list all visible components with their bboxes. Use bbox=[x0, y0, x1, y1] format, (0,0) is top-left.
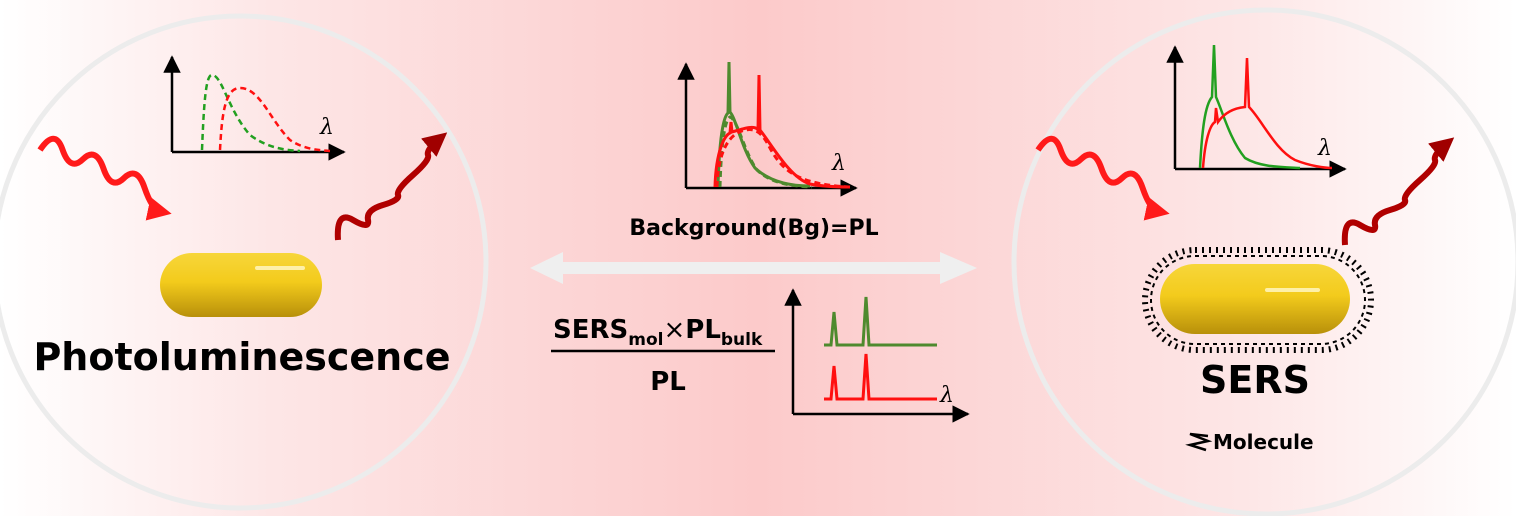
green-pl-curve bbox=[200, 73, 301, 153]
green-sers-curve bbox=[1198, 44, 1301, 170]
normalized-sers-plot: λ bbox=[784, 288, 970, 423]
formula-numerator: SERSmol×PLbulk bbox=[553, 315, 763, 350]
gold-nanorod-right bbox=[1160, 264, 1350, 334]
x-axis-label: λ bbox=[319, 115, 334, 140]
molecule-shell-inner bbox=[1150, 255, 1366, 345]
double-arrow bbox=[530, 252, 977, 284]
red-pl-curve bbox=[715, 128, 849, 189]
right-panel-ring bbox=[1011, 7, 1516, 516]
left-panel-ring bbox=[0, 13, 489, 511]
incident-light-wave-right bbox=[1035, 135, 1170, 221]
green-sers-spectrum bbox=[824, 296, 937, 347]
x-axis-label: λ bbox=[831, 151, 846, 176]
red-sers-curve bbox=[1201, 57, 1333, 170]
gold-nanorod-left bbox=[160, 253, 322, 317]
red-sers-spectrum bbox=[824, 353, 937, 401]
nanorod-highlight bbox=[1265, 288, 1320, 292]
left-spectrum-plot: λ bbox=[163, 55, 346, 161]
molecule-shell bbox=[1142, 247, 1374, 353]
photoluminescence-title: Photoluminescence bbox=[33, 335, 450, 379]
emitted-light-wave-left bbox=[334, 132, 448, 241]
background-spectrum-plot: λ bbox=[677, 61, 858, 197]
sers-title: SERS bbox=[1200, 358, 1310, 402]
nanorod-highlight bbox=[255, 266, 305, 270]
molecule-icon bbox=[1185, 432, 1213, 452]
normalization-formula: SERSmol×PLbulk PL bbox=[551, 315, 775, 397]
emitted-light-wave-right bbox=[1341, 137, 1455, 246]
formula-denominator: PL bbox=[650, 367, 686, 397]
red-sers-curve bbox=[713, 74, 851, 189]
molecule-legend-label: Molecule bbox=[1213, 430, 1314, 454]
background-caption: Background(Bg)=PL bbox=[629, 216, 878, 241]
x-axis-label: λ bbox=[1317, 136, 1332, 161]
right-spectrum-plot: λ bbox=[1166, 44, 1347, 178]
x-axis-label: λ bbox=[939, 383, 954, 408]
red-pl-curve bbox=[218, 86, 331, 153]
incident-light-wave-left bbox=[37, 135, 172, 221]
